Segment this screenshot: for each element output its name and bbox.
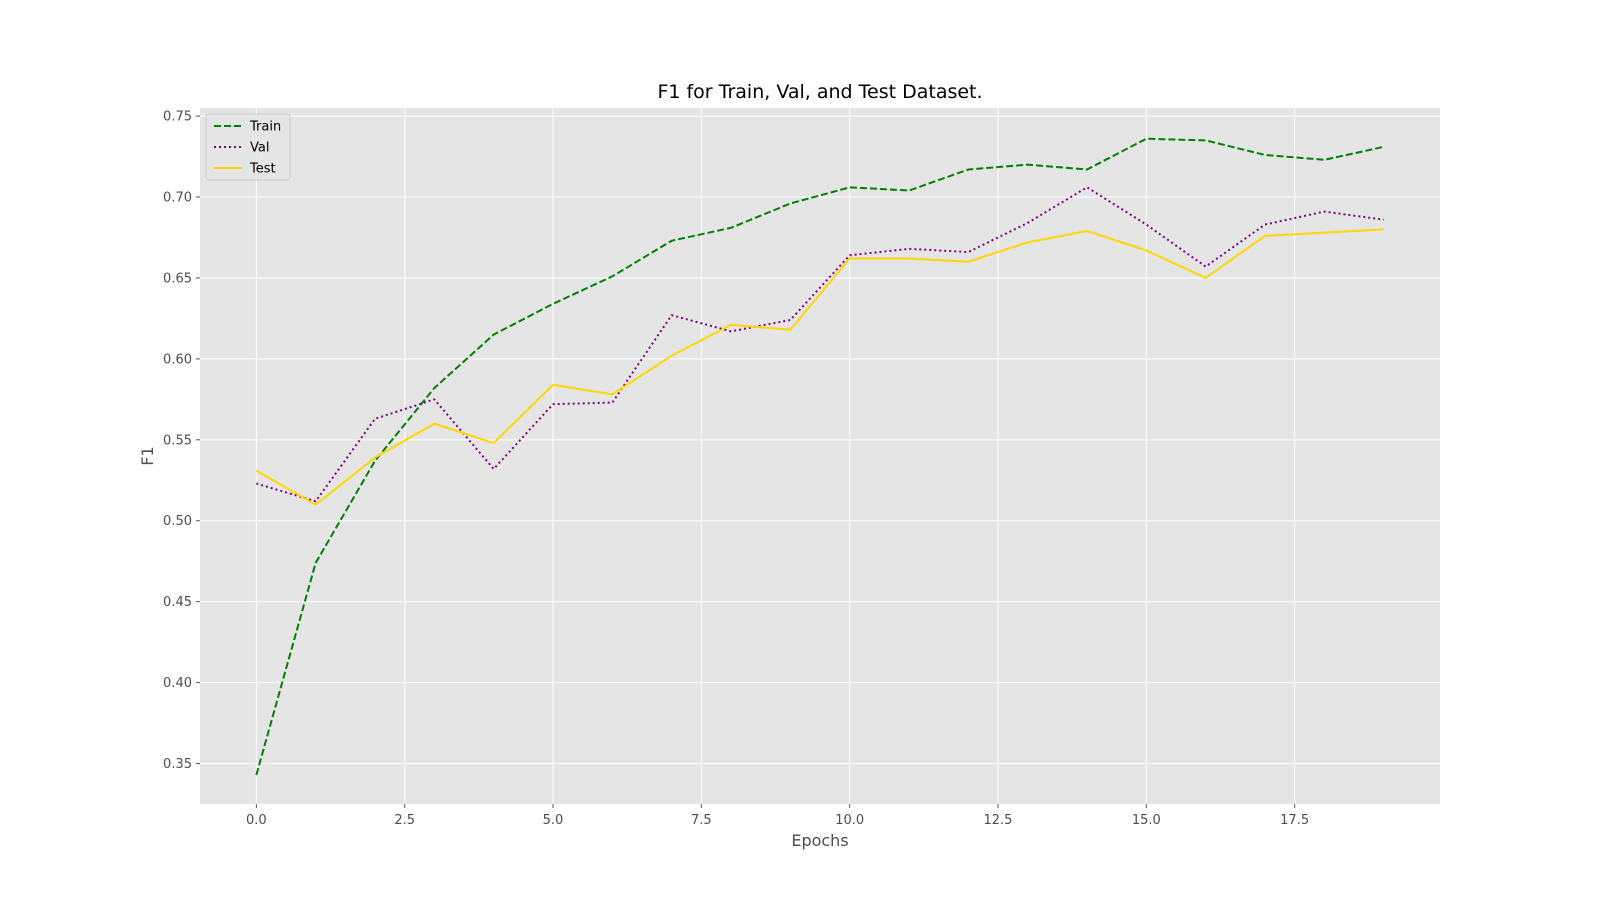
- y-tick-label: 0.70: [163, 191, 192, 206]
- x-tick-label: 10.0: [835, 813, 864, 828]
- y-axis-ticks: 0.35 0.40 0.45 0.50 0.55 0.60 0.65 0.70 0.75: [163, 110, 200, 772]
- x-axis-label: Epochs: [791, 831, 848, 850]
- y-tick-label: 0.40: [163, 676, 192, 691]
- legend-label: Val: [250, 141, 269, 156]
- x-tick-label: 12.5: [984, 813, 1013, 828]
- x-axis-ticks: 0.0 2.5 5.0 7.5 10.0 12.5 15.0 17.5: [246, 804, 1309, 828]
- x-tick-label: 5.0: [543, 813, 564, 828]
- y-axis-label: F1: [138, 446, 157, 465]
- y-tick-label: 0.60: [163, 352, 192, 367]
- series-line-val: [256, 186, 1384, 503]
- x-tick-label: 7.5: [691, 813, 712, 828]
- x-tick-label: 15.0: [1132, 813, 1161, 828]
- legend-label: Test: [249, 162, 276, 177]
- y-tick-label: 0.55: [163, 433, 192, 448]
- legend: Train Val Test: [205, 113, 291, 181]
- legend-frame: [205, 113, 291, 181]
- x-tick-label: 17.5: [1280, 813, 1309, 828]
- y-tick-label: 0.75: [163, 110, 192, 125]
- y-tick-label: 0.45: [163, 595, 192, 610]
- x-tick-label: 2.5: [394, 813, 415, 828]
- series-line-train: [255, 137, 1384, 776]
- series-line-test: [255, 228, 1384, 506]
- y-tick-label: 0.50: [163, 514, 192, 529]
- plot-area: [200, 108, 1440, 804]
- chart-title: F1 for Train, Val, and Test Dataset.: [657, 81, 982, 103]
- grid-lines: [200, 108, 1440, 804]
- series-lines: [255, 137, 1384, 776]
- x-tick-label: 0.0: [246, 813, 267, 828]
- legend-label: Train: [249, 120, 281, 135]
- y-tick-label: 0.65: [163, 271, 192, 286]
- y-tick-label: 0.35: [163, 757, 192, 772]
